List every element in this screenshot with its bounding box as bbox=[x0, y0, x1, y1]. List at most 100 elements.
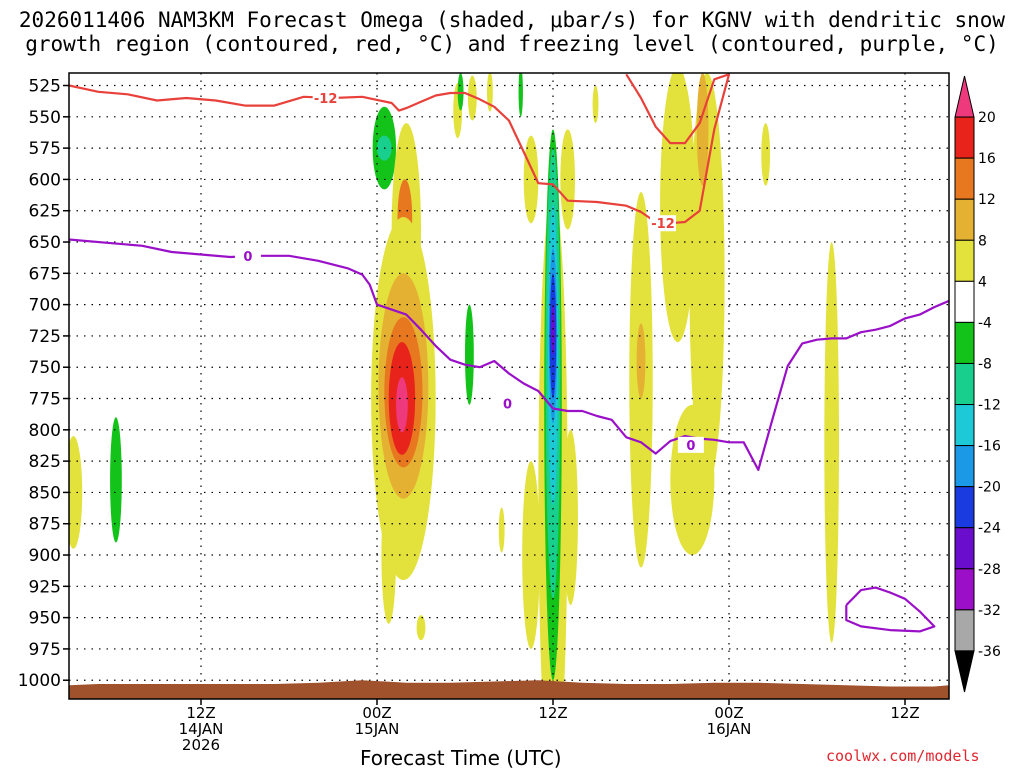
x-tick-label: 2026 bbox=[182, 736, 220, 754]
omega-cell-yellow-3 bbox=[69, 436, 83, 549]
omega-cell-green-22 bbox=[518, 73, 523, 117]
y-tick-label-675: 675 bbox=[29, 264, 61, 284]
colorbar-swatch bbox=[954, 527, 975, 570]
x-axis-label: Forecast Time (UTC) bbox=[360, 746, 562, 770]
contour-label: 0 bbox=[243, 250, 252, 265]
contour-label-bg bbox=[677, 436, 704, 453]
colorbar-label--24: -24 bbox=[978, 521, 1001, 537]
colorbar-label--12: -12 bbox=[978, 398, 1001, 414]
credit-text: coolwx.com/models bbox=[826, 747, 980, 765]
colorbar-swatch bbox=[954, 198, 975, 241]
colorbar-label-12: 12 bbox=[978, 192, 996, 208]
x-tick-label: 00Z bbox=[714, 704, 743, 722]
colorbar-label--36: -36 bbox=[978, 644, 1001, 660]
x-tick-label: 14JAN bbox=[179, 720, 224, 738]
y-tick-label-725: 725 bbox=[29, 327, 61, 347]
contour-label-bg bbox=[234, 247, 261, 264]
colorbar-label-16: 16 bbox=[978, 151, 996, 167]
y-tick-label-825: 825 bbox=[29, 452, 61, 472]
y-tick-label-875: 875 bbox=[29, 515, 61, 535]
contour-label-bg bbox=[312, 90, 339, 107]
x-tick-label: 12Z bbox=[890, 704, 919, 722]
y-tick-label-1000: 1000 bbox=[18, 671, 61, 691]
omega-cell-yellow-20 bbox=[467, 75, 477, 121]
colorbar-label--20: -20 bbox=[978, 480, 1001, 496]
y-tick-label-925: 925 bbox=[29, 577, 61, 597]
omega-cell-pink-2 bbox=[396, 377, 408, 433]
omega-cell-gold-15 bbox=[696, 73, 709, 186]
colorbar-swatch bbox=[954, 609, 975, 652]
y-tick-label-975: 975 bbox=[29, 640, 61, 660]
colorbar-label--32: -32 bbox=[978, 603, 1001, 619]
colorbar-label-4: 4 bbox=[978, 274, 987, 290]
omega-cell-yellow-11 bbox=[560, 129, 576, 230]
y-tick-label-575: 575 bbox=[29, 139, 61, 159]
colorbar-swatch bbox=[954, 157, 975, 200]
omega-cell-green-3 bbox=[110, 417, 122, 543]
colorbar-swatch bbox=[954, 116, 975, 159]
colorbar-label--28: -28 bbox=[978, 562, 1001, 578]
omega-cell-violet-24 bbox=[551, 304, 555, 355]
colorbar-swatch bbox=[954, 404, 975, 447]
omega-cell-yellow-17 bbox=[761, 123, 771, 186]
x-tick-label: 16JAN bbox=[707, 720, 752, 738]
colorbar-swatch bbox=[954, 650, 975, 693]
omega-cell-yellow-23 bbox=[487, 73, 493, 112]
y-tick-label-900: 900 bbox=[29, 546, 61, 566]
colorbar-label-20: 20 bbox=[978, 110, 996, 126]
colorbar-swatch bbox=[954, 280, 975, 323]
y-tick-label-525: 525 bbox=[29, 77, 61, 97]
contour-label: 0 bbox=[503, 398, 512, 413]
omega-cell-yellow-15 bbox=[689, 73, 725, 487]
plot-frame bbox=[68, 72, 950, 700]
terrain bbox=[69, 680, 949, 699]
y-tick-label-600: 600 bbox=[29, 170, 61, 190]
omega-cell-yellow-16 bbox=[670, 404, 715, 556]
omega-cell-yellow-6 bbox=[416, 615, 426, 641]
plot-area bbox=[69, 73, 949, 699]
omega-cell-yellow-10 bbox=[522, 461, 540, 649]
colorbar-label-8: 8 bbox=[978, 233, 987, 249]
contour-line-1 bbox=[625, 73, 730, 145]
colorbar-swatch bbox=[954, 75, 975, 118]
omega-cell-yellow-19 bbox=[592, 85, 599, 124]
contour-line-3 bbox=[845, 586, 936, 633]
y-tick-label-700: 700 bbox=[29, 296, 61, 316]
x-tick-label: 12Z bbox=[186, 704, 215, 722]
omega-cell-green-21 bbox=[457, 73, 464, 111]
x-tick-label: 00Z bbox=[362, 704, 391, 722]
y-tick-label-775: 775 bbox=[29, 390, 61, 410]
omega-cell-yellow-8 bbox=[498, 507, 505, 553]
chart-title-line-1: 2026011406 NAM3KM Forecast Omega (shaded… bbox=[18, 8, 1006, 32]
omega-cell-green-4 bbox=[465, 304, 474, 405]
x-tick-label: 15JAN bbox=[355, 720, 400, 738]
colorbar-swatch bbox=[954, 445, 975, 488]
colorbar-label--8: -8 bbox=[978, 356, 992, 372]
contour-label-bg bbox=[494, 395, 521, 412]
omega-cell-gold-13 bbox=[636, 323, 646, 399]
y-tick-label-800: 800 bbox=[29, 421, 61, 441]
y-tick-label-650: 650 bbox=[29, 233, 61, 253]
y-tick-label-750: 750 bbox=[29, 358, 61, 378]
colorbar-swatch bbox=[954, 239, 975, 282]
omega-cell-yellow-5 bbox=[381, 486, 397, 624]
x-tick-label: 12Z bbox=[538, 704, 567, 722]
contour-label: 0 bbox=[686, 439, 695, 454]
colorbar-swatch bbox=[954, 362, 975, 406]
colorbar-swatch bbox=[954, 486, 975, 529]
chart-title-line-2: growth region (contoured, red, °C) and f… bbox=[25, 32, 999, 56]
y-tick-label-950: 950 bbox=[29, 609, 61, 629]
colorbar-label--4: -4 bbox=[978, 315, 992, 331]
contour-label: -12 bbox=[651, 217, 675, 232]
y-tick-label-550: 550 bbox=[29, 108, 61, 128]
contour-label: -12 bbox=[314, 92, 338, 107]
colorbar-swatch bbox=[954, 568, 975, 611]
contour-line-2 bbox=[69, 238, 949, 471]
y-tick-label-625: 625 bbox=[29, 202, 61, 222]
colorbar-swatch bbox=[954, 321, 975, 364]
contour-line-0 bbox=[69, 74, 731, 225]
omega-cell-yellow-18 bbox=[824, 242, 840, 643]
colorbar-label--16: -16 bbox=[978, 439, 1001, 455]
contour-label-bg bbox=[650, 215, 676, 232]
